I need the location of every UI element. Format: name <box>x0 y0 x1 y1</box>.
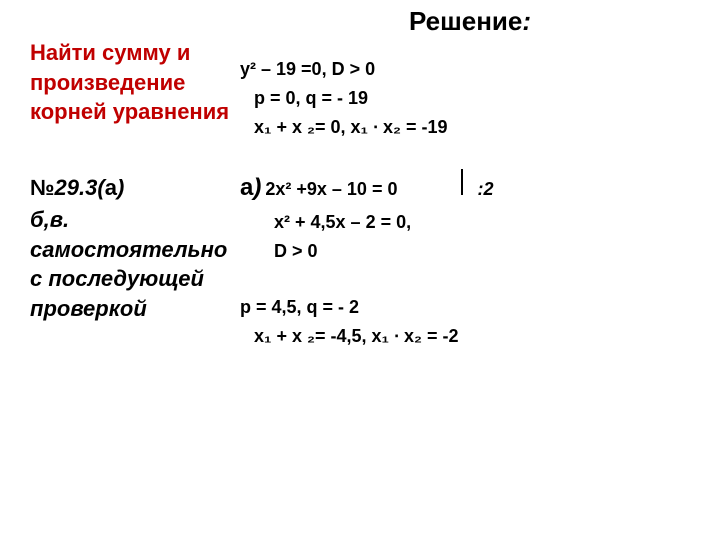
slide-page: Найти сумму и произведение корней уравне… <box>0 0 720 540</box>
solution-title-colon: : <box>522 6 531 36</box>
part-a-header: а) 2x² +9x – 10 = 0 :2 <box>240 169 700 207</box>
task-number-prefix: № <box>30 175 55 200</box>
solution-block-a: а) 2x² +9x – 10 = 0 :2 x² + 4,5x – 2 = 0… <box>240 169 700 265</box>
block1-line3: x₁ + x ₂= 0, x₁ ∙ x₂ = -19 <box>240 113 700 142</box>
part-a-label: а) <box>240 169 261 207</box>
left-column: Найти сумму и произведение корней уравне… <box>30 38 230 324</box>
block1-line2: p = 0, q = - 19 <box>240 84 700 113</box>
divide-by-label: :2 <box>477 175 493 204</box>
task-number-close: ) <box>117 175 124 200</box>
block3-line2: x₁ + x ₂= -4,5, x₁ ∙ x₂ = -2 <box>240 322 700 351</box>
block2-line1: x² + 4,5x – 2 = 0, <box>240 208 700 237</box>
part-a-paren: ) <box>253 174 261 201</box>
task-number-a: а <box>105 175 117 200</box>
vertical-divider-icon <box>461 169 463 195</box>
solution-title-word: Решение <box>409 6 522 36</box>
task-number-italic: 29.3( <box>55 175 105 200</box>
task-note: б,в. самостоятельно с последующей провер… <box>30 205 230 324</box>
block2-line2: D > 0 <box>240 237 700 266</box>
part-a-equation: 2x² +9x – 10 = 0 <box>265 175 397 204</box>
task-heading: Найти сумму и произведение корней уравне… <box>30 38 230 127</box>
block1-line1: y² – 19 =0, D > 0 <box>240 55 700 84</box>
solution-title: Решение: <box>240 6 700 37</box>
task-number: №29.3(а) <box>30 175 230 201</box>
block3-line1: p = 4,5, q = - 2 <box>240 293 700 322</box>
solution-block-3: p = 4,5, q = - 2 x₁ + x ₂= -4,5, x₁ ∙ x₂… <box>240 293 700 351</box>
solution-block-1: y² – 19 =0, D > 0 p = 0, q = - 19 x₁ + x… <box>240 55 700 141</box>
right-column: Решение: y² – 19 =0, D > 0 p = 0, q = - … <box>240 6 700 379</box>
part-a-letter: а <box>240 174 253 201</box>
